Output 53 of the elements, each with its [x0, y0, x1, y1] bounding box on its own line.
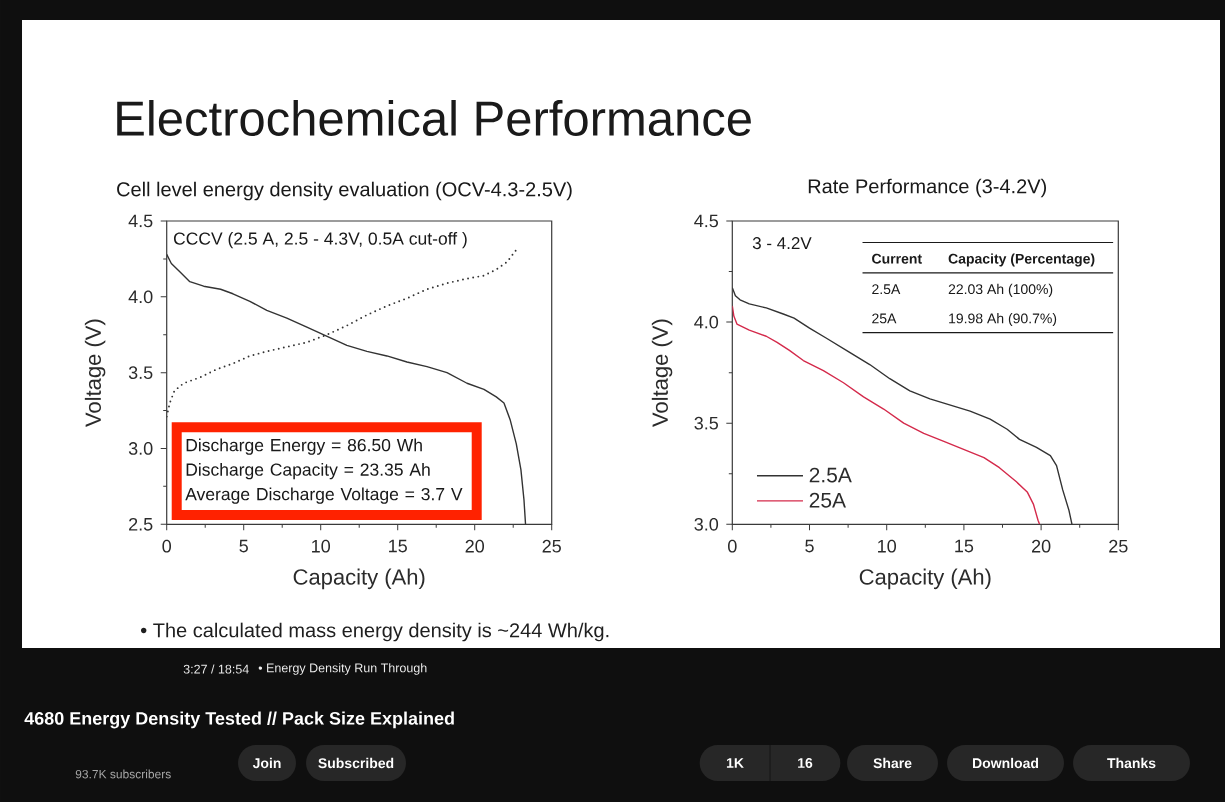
text: Share	[873, 757, 912, 769]
annotation: Discharge Energy = 86.50 Wh	[186, 438, 422, 455]
y-tick-label: 4.5	[694, 214, 719, 228]
x-tick-label: 0	[162, 539, 172, 553]
annotation: Current	[872, 253, 922, 264]
legend-label: 25A	[809, 492, 846, 508]
y-tick-label: 3.0	[694, 517, 719, 531]
x-tick-label: 10	[312, 539, 331, 553]
annotation: Average Discharge Voltage = 3.7 V	[185, 487, 463, 504]
annotation: 25A	[872, 313, 897, 324]
y-tick-label: 3.0	[128, 442, 153, 455]
annotation: 22.03 Ah (100%)	[948, 283, 1053, 297]
text: • The calculated mass energy density is ~244 Wh/kg.	[140, 622, 609, 642]
text: • Energy Density Run Through	[258, 663, 427, 675]
y-axis-title: Voltage (V)	[651, 319, 673, 427]
text: Join	[252, 757, 281, 769]
x-tick-label: 25	[542, 539, 561, 553]
text: 1K	[726, 758, 744, 768]
text: Electrochemical Performance	[117, 99, 751, 136]
x-tick-label: 10	[878, 539, 897, 553]
x-tick-label: 5	[805, 539, 814, 553]
text: Thanks	[1107, 757, 1156, 769]
legend-label: 2.5A	[809, 467, 852, 483]
y-tick-label: 4.5	[128, 214, 153, 228]
x-tick-label: 15	[389, 539, 407, 553]
text: 3:27 / 18:54	[183, 664, 249, 674]
chart-title: Rate Performance (3-4.2V)	[808, 178, 1047, 198]
x-tick-label: 5	[239, 539, 248, 553]
y-tick-label: 2.5	[129, 517, 153, 531]
y-tick-label: 3.5	[128, 366, 153, 379]
x-axis-title: Capacity (Ah)	[859, 568, 991, 590]
text: 93.7K subscribers	[75, 769, 171, 779]
annotation: 19.98 Ah (90.7%)	[949, 313, 1057, 327]
y-axis-title: Voltage (V)	[84, 319, 106, 427]
y-tick-label: 3.5	[694, 416, 719, 430]
y-tick-label: 4.0	[694, 315, 719, 329]
x-tick-label: 20	[1032, 539, 1051, 553]
y-tick-label: 4.0	[128, 290, 153, 304]
annotation: Discharge Capacity = 23.35 Ah	[186, 462, 430, 480]
text: 16	[798, 758, 813, 768]
annotation: 2.5A	[872, 284, 901, 295]
x-tick-label: 25	[1109, 539, 1128, 553]
x-tick-label: 15	[955, 539, 974, 553]
annotation: 3 - 4.2V	[752, 237, 812, 250]
text: Download	[973, 757, 1039, 769]
x-tick-label: 20	[465, 539, 485, 553]
annotation: CCCV (2.5 A, 2.5 - 4.3V, 0.5A cut-off )	[173, 231, 467, 249]
annotation: Capacity (Percentage)	[948, 253, 1095, 267]
chart-title: Cell level energy density evaluation (OCV-4.3-2.5V)	[117, 181, 572, 201]
x-tick-label: 0	[728, 539, 737, 553]
x-axis-title: Capacity (Ah)	[293, 568, 425, 590]
text: Subscribed	[318, 757, 394, 769]
text: 4680 Energy Density Tested // Pack Size Explained	[24, 711, 454, 729]
